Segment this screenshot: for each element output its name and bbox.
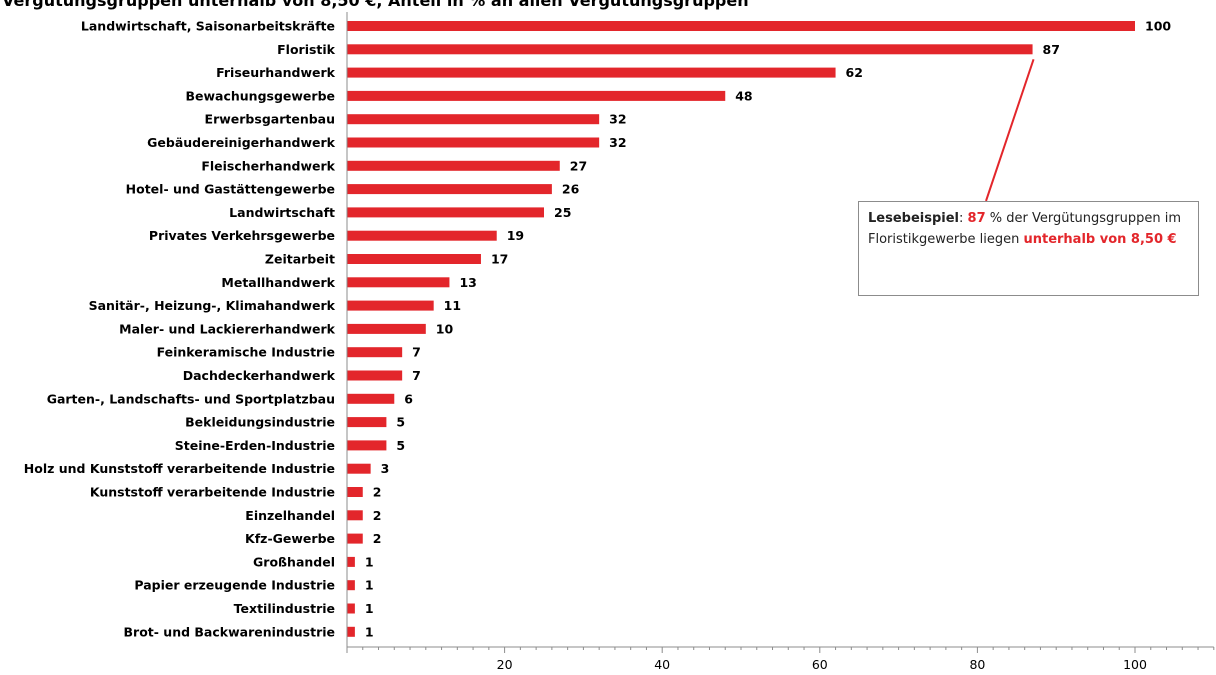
- bar: [347, 160, 560, 171]
- x-tick-label: 80: [969, 657, 985, 672]
- bar: [347, 393, 395, 404]
- category-label: Kunststoff verarbeitende Industrie: [90, 485, 335, 500]
- category-label: Fleischerhandwerk: [201, 158, 335, 173]
- annotation-pointer-line: [985, 58, 1035, 202]
- value-label: 17: [491, 252, 508, 267]
- annotation-text: % der Vergütungsgruppen im Floristikgewe…: [868, 211, 1182, 247]
- value-label: 6: [404, 391, 413, 406]
- value-label: 11: [444, 298, 461, 313]
- category-label: Brot- und Backwarenindustrie: [124, 624, 335, 639]
- bar: [347, 300, 434, 311]
- bar: [347, 347, 403, 358]
- bar: [347, 254, 481, 264]
- annotation-box: Lesebeispiel: 87 % der Vergütungsgruppen…: [858, 201, 1199, 296]
- value-label: 26: [562, 182, 580, 197]
- bar: [347, 67, 836, 78]
- x-tick-label: 100: [1123, 657, 1147, 672]
- bar: [347, 626, 355, 637]
- category-label: Feinkeramische Industrie: [157, 345, 335, 360]
- bar: [347, 207, 544, 218]
- value-label: 5: [396, 438, 405, 453]
- value-label: 62: [846, 65, 863, 80]
- category-label: Zeitarbeit: [265, 252, 335, 267]
- x-tick-label: 40: [654, 657, 670, 672]
- bar: [347, 230, 497, 241]
- value-label: 32: [609, 135, 626, 150]
- category-label: Hotel- und Gastättengewerbe: [126, 182, 335, 197]
- value-label: 10: [436, 321, 454, 336]
- value-label: 25: [554, 205, 571, 220]
- x-axis: 20 40 60 80 100: [346, 12, 1215, 672]
- category-label: Erwerbsgartenbau: [205, 112, 335, 127]
- category-label: Textilindustrie: [234, 601, 335, 616]
- category-label: Floristik: [277, 42, 336, 57]
- category-label: Metallhandwerk: [221, 275, 335, 290]
- category-label: Großhandel: [253, 554, 335, 569]
- value-label: 5: [396, 415, 405, 430]
- category-label: Privates Verkehrsgewerbe: [149, 228, 335, 243]
- value-label: 7: [412, 345, 421, 360]
- bar: [347, 114, 600, 125]
- bar: [347, 184, 552, 195]
- category-label: Friseurhandwerk: [216, 65, 336, 80]
- value-label: 27: [570, 158, 587, 173]
- bar: [347, 440, 387, 451]
- category-label: Maler- und Lackiererhandwerk: [119, 321, 336, 336]
- value-label: 2: [373, 531, 382, 546]
- bar: [347, 44, 1033, 55]
- category-label: Holz und Kunststoff verarbeitende Indust…: [24, 461, 335, 476]
- bars-group: Landwirtschaft, Saisonarbeitskräfte 100 Fl…: [24, 19, 1172, 640]
- x-tick-label: 20: [497, 657, 513, 672]
- bar: [347, 323, 426, 334]
- annotation-label: Lesebeispiel: [868, 211, 960, 226]
- value-label: 1: [365, 554, 374, 569]
- category-label: Gebäudereinigerhandwerk: [147, 135, 336, 150]
- bar: [347, 370, 403, 381]
- value-label: 1: [365, 578, 374, 593]
- category-label: Sanitär-, Heizung-, Klimahandwerk: [89, 298, 336, 313]
- annotation-value: 87: [967, 211, 986, 226]
- value-label: 1: [365, 601, 374, 616]
- value-label: 13: [459, 275, 476, 290]
- category-label: Steine-Erden-Industrie: [175, 438, 335, 453]
- annotation-highlight: unterhalb von 8,50 €: [1023, 232, 1177, 247]
- value-label: 48: [735, 88, 752, 103]
- value-label: 2: [373, 485, 382, 500]
- bar: [347, 556, 355, 567]
- bar: [347, 533, 363, 544]
- bar: [347, 90, 726, 101]
- category-label: Landwirtschaft, Saisonarbeitskräfte: [81, 19, 335, 34]
- bar: [347, 277, 450, 288]
- x-tick-label: 60: [812, 657, 828, 672]
- bar: [347, 580, 355, 591]
- category-label: Bekleidungsindustrie: [185, 415, 335, 430]
- category-label: Einzelhandel: [245, 508, 335, 523]
- bar: [347, 463, 371, 474]
- bar: [347, 137, 600, 148]
- bar: [347, 417, 387, 428]
- value-label: 3: [381, 461, 390, 476]
- value-label: 2: [373, 508, 382, 523]
- bar: [347, 487, 363, 497]
- value-label: 7: [412, 368, 421, 383]
- bar: [347, 21, 1135, 31]
- chart-title: Vergütungsgruppen unterhalb von 8,50 €, …: [2, 0, 749, 10]
- value-label: 87: [1043, 42, 1060, 57]
- value-label: 32: [609, 112, 626, 127]
- annotation-colon: :: [959, 211, 968, 226]
- bar: [347, 603, 355, 614]
- value-label: 19: [507, 228, 524, 243]
- category-label: Landwirtschaft: [229, 205, 335, 220]
- category-label: Papier erzeugende Industrie: [134, 578, 335, 593]
- value-label: 1: [365, 624, 374, 639]
- value-label: 100: [1145, 19, 1171, 34]
- category-label: Kfz-Gewerbe: [245, 531, 335, 546]
- category-label: Bewachungsgewerbe: [185, 88, 335, 103]
- category-label: Garten-, Landschafts- und Sportplatzbau: [47, 391, 335, 406]
- category-label: Dachdeckerhandwerk: [183, 368, 336, 383]
- bar: [347, 510, 363, 521]
